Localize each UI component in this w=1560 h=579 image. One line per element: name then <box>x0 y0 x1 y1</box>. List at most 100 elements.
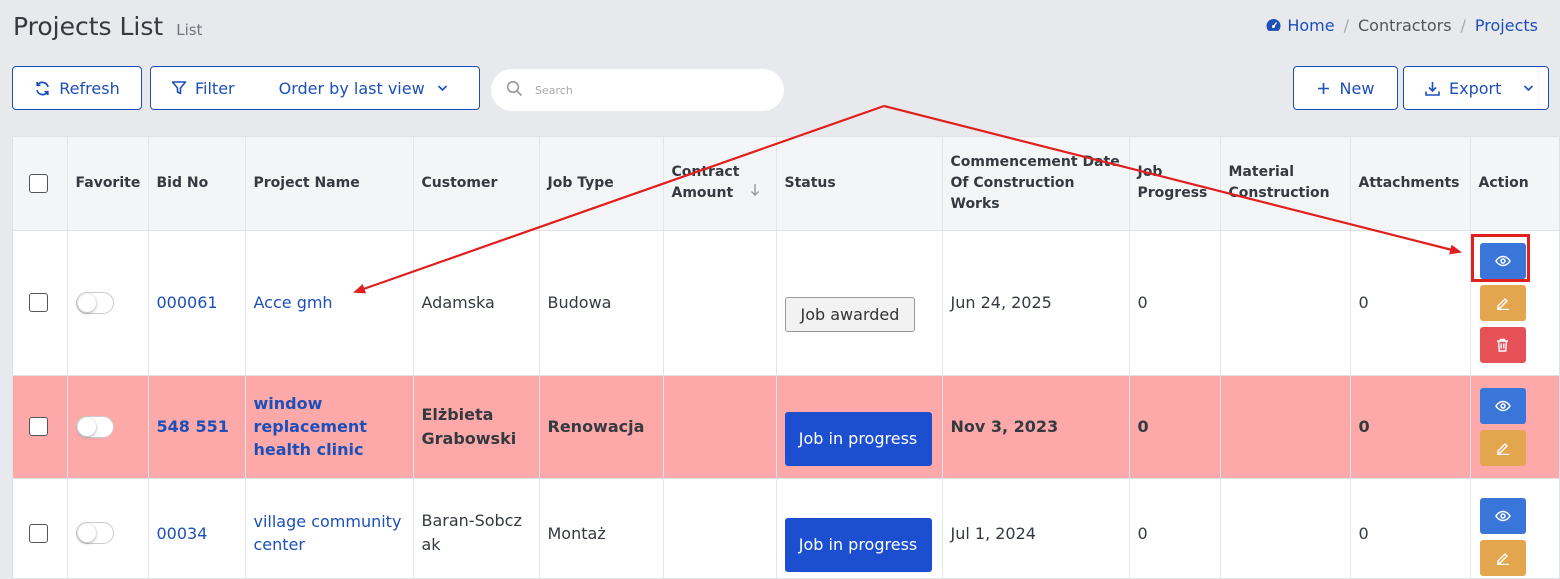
breadcrumb-contractors[interactable]: Contractors <box>1358 16 1452 35</box>
new-button[interactable]: New <box>1293 66 1398 110</box>
favorite-toggle[interactable] <box>75 522 114 544</box>
refresh-button[interactable]: Refresh <box>12 66 142 110</box>
job-progress-cell: 0 <box>1129 478 1221 578</box>
view-button[interactable] <box>1479 498 1526 534</box>
job-type-cell: Budowa <box>539 230 664 376</box>
chevron-down-icon[interactable] <box>1523 84 1534 92</box>
search-icon <box>506 80 523 101</box>
edit-button[interactable] <box>1479 429 1526 466</box>
attachments-cell: 0 <box>1350 375 1471 479</box>
action-buttons <box>1471 242 1560 363</box>
page-subtitle: List <box>176 21 203 39</box>
projects-table: Favorite Bid No Project Name Customer Jo… <box>12 136 1560 579</box>
action-cell <box>1470 375 1560 479</box>
bid-no-link[interactable]: 000061 <box>148 230 246 376</box>
status-cell: Job in progress <box>776 478 943 578</box>
status-cell: Job in progress <box>776 375 943 479</box>
new-label: New <box>1339 78 1375 98</box>
job-progress-cell: 0 <box>1129 230 1221 376</box>
commencement-cell: Jun 24, 2025 <box>942 230 1130 376</box>
select-all-cell <box>13 137 68 231</box>
attachments-cell: 0 <box>1350 478 1471 578</box>
col-favorite[interactable]: Favorite <box>67 137 149 231</box>
action-buttons <box>1471 387 1560 466</box>
breadcrumb-separator: / <box>1460 16 1466 35</box>
col-project-name[interactable]: Project Name <box>245 137 414 231</box>
bid-no-link[interactable]: 548 551 <box>148 375 246 479</box>
project-name-link[interactable]: village community center <box>245 478 414 578</box>
commencement-cell: Nov 3, 2023 <box>942 375 1130 479</box>
eye-icon <box>1494 400 1511 411</box>
order-label: Order by last view <box>278 78 425 98</box>
table-header-row: Favorite Bid No Project Name Customer Jo… <box>13 137 1559 231</box>
col-action: Action <box>1470 137 1559 231</box>
refresh-icon <box>34 80 51 97</box>
material-cell <box>1220 230 1351 376</box>
status-badge[interactable]: Job in progress <box>784 411 932 466</box>
contract-amount-cell <box>663 375 777 479</box>
attachments-cell: 0 <box>1350 230 1471 376</box>
job-progress-cell: 0 <box>1129 375 1221 479</box>
filter-icon <box>171 80 187 96</box>
col-job-progress[interactable]: Job Progress <box>1129 137 1221 231</box>
bid-no-link[interactable]: 00034 <box>148 478 246 578</box>
breadcrumb-projects[interactable]: Projects <box>1474 16 1538 35</box>
status-cell: Job awarded <box>776 230 943 376</box>
dashboard-icon <box>1265 17 1282 34</box>
edit-button[interactable] <box>1479 284 1526 321</box>
breadcrumb: Home / Contractors / Projects <box>1265 16 1538 35</box>
customer-cell: Elżbieta Grabowski <box>413 375 540 479</box>
contract-amount-cell <box>663 478 777 578</box>
plus-icon <box>1317 82 1330 95</box>
job-type-cell: Montaż <box>539 478 664 578</box>
download-icon <box>1424 80 1441 97</box>
row-checkbox[interactable] <box>29 293 48 312</box>
contract-amount-cell <box>663 230 777 376</box>
favorite-toggle[interactable] <box>75 415 114 438</box>
page-header: Projects List List <box>13 12 202 41</box>
col-contract-amount-label: Contract Amount <box>671 164 740 202</box>
col-contract-amount[interactable]: Contract Amount <box>663 137 777 231</box>
action-cell <box>1470 478 1560 578</box>
col-commencement[interactable]: Commencement Date Of Construction Works <box>942 137 1130 231</box>
sort-down-icon <box>750 182 760 203</box>
action-buttons <box>1471 498 1560 576</box>
col-attachments[interactable]: Attachments <box>1350 137 1471 231</box>
view-button[interactable] <box>1479 387 1526 424</box>
table-row: 548 551 window replacement health clinic… <box>13 375 1560 479</box>
pencil-icon <box>1496 442 1509 455</box>
order-dropdown[interactable]: Order by last view <box>279 79 448 98</box>
export-button[interactable]: Export <box>1403 66 1549 110</box>
action-cell <box>1470 230 1560 376</box>
delete-button[interactable] <box>1479 326 1526 363</box>
col-status[interactable]: Status <box>776 137 943 231</box>
material-cell <box>1220 375 1351 479</box>
col-bid-no[interactable]: Bid No <box>148 137 246 231</box>
commencement-cell: Jul 1, 2024 <box>942 478 1130 578</box>
filter-label: Filter <box>195 78 235 98</box>
export-label: Export <box>1449 78 1502 98</box>
job-type-cell: Renowacja <box>539 375 664 479</box>
row-checkbox[interactable] <box>29 523 48 543</box>
project-name-link[interactable]: window replacement health clinic <box>245 375 414 479</box>
customer-cell: Adamska <box>413 230 540 376</box>
favorite-toggle[interactable] <box>75 291 114 314</box>
customer-cell: Baran-Sobczak <box>413 478 540 578</box>
status-badge[interactable]: Job awarded <box>784 297 916 332</box>
view-button[interactable] <box>1479 242 1526 279</box>
col-material[interactable]: Material Construction <box>1220 137 1351 231</box>
breadcrumb-home[interactable]: Home <box>1287 16 1335 35</box>
filter-button[interactable]: Filter <box>171 79 235 98</box>
col-customer[interactable]: Customer <box>413 137 540 231</box>
project-name-link[interactable]: Acce gmh <box>245 230 414 376</box>
select-all-checkbox[interactable] <box>29 173 48 193</box>
edit-button[interactable] <box>1479 540 1526 576</box>
row-checkbox[interactable] <box>29 417 48 436</box>
pencil-icon <box>1496 297 1509 310</box>
search-input[interactable] <box>535 83 755 97</box>
table-row: 00034 village community center Baran-Sob… <box>13 478 1560 578</box>
eye-icon <box>1494 510 1511 522</box>
status-badge[interactable]: Job in progress <box>784 518 932 572</box>
col-job-type[interactable]: Job Type <box>539 137 664 231</box>
